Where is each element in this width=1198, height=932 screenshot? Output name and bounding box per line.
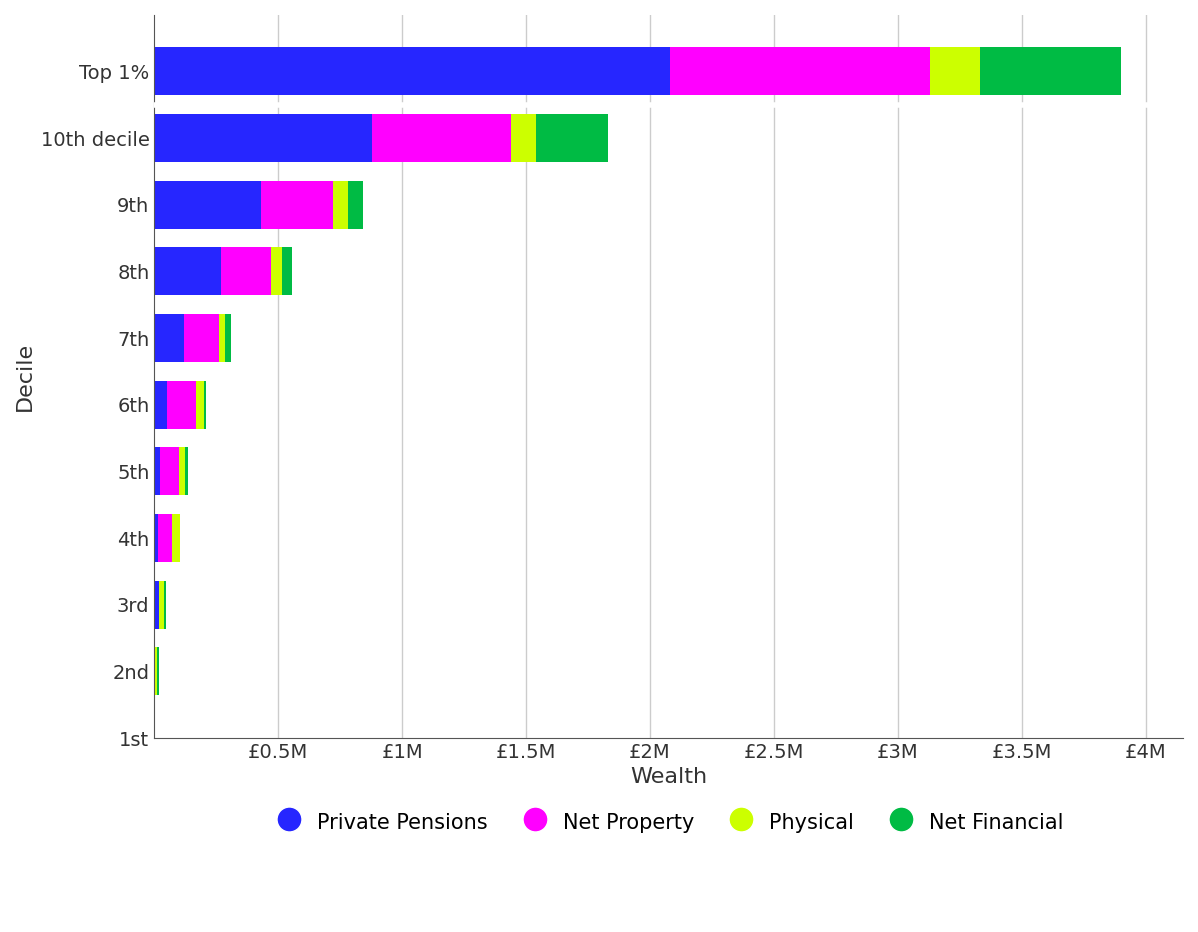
Bar — [155, 447, 161, 496]
Bar — [204, 380, 206, 429]
Bar — [333, 181, 347, 228]
Bar — [670, 48, 930, 95]
Bar — [158, 514, 171, 562]
Bar — [155, 648, 157, 695]
Bar — [225, 314, 231, 362]
Bar — [161, 447, 179, 496]
Bar — [930, 48, 980, 95]
Bar — [155, 48, 670, 95]
Bar — [282, 247, 292, 295]
Bar — [164, 581, 167, 629]
Bar — [155, 247, 222, 295]
Bar — [222, 247, 271, 295]
Bar — [167, 380, 196, 429]
Bar — [155, 181, 261, 228]
Bar — [155, 581, 159, 629]
Bar — [155, 114, 373, 162]
Bar — [373, 114, 512, 162]
X-axis label: Wealth: Wealth — [630, 767, 707, 788]
Legend: Private Pensions, Net Property, Physical, Net Financial: Private Pensions, Net Property, Physical… — [265, 802, 1072, 843]
Bar — [155, 514, 158, 562]
Bar — [186, 447, 188, 496]
Bar — [157, 648, 159, 695]
Bar — [219, 314, 225, 362]
Bar — [196, 380, 204, 429]
Bar — [179, 447, 186, 496]
Bar — [512, 114, 536, 162]
Bar — [184, 314, 219, 362]
Bar — [536, 114, 607, 162]
Bar — [159, 581, 164, 629]
Bar — [155, 380, 167, 429]
Bar — [155, 314, 184, 362]
Bar — [171, 514, 181, 562]
Bar — [271, 247, 282, 295]
Bar — [980, 48, 1121, 95]
Bar — [347, 181, 363, 228]
Y-axis label: Decile: Decile — [16, 342, 35, 411]
Bar — [261, 181, 333, 228]
